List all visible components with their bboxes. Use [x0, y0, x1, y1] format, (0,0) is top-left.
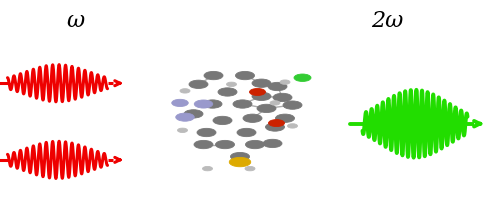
Circle shape — [194, 100, 213, 108]
Circle shape — [226, 82, 236, 87]
Circle shape — [216, 140, 234, 149]
Circle shape — [268, 120, 284, 127]
Circle shape — [276, 114, 294, 122]
Circle shape — [250, 88, 266, 95]
Circle shape — [194, 140, 213, 149]
Circle shape — [237, 128, 256, 137]
Circle shape — [202, 166, 212, 171]
Circle shape — [283, 101, 302, 109]
Circle shape — [180, 89, 190, 93]
Circle shape — [233, 100, 252, 108]
Circle shape — [203, 100, 222, 108]
Circle shape — [246, 140, 264, 149]
Circle shape — [263, 139, 282, 148]
Circle shape — [213, 116, 232, 125]
Circle shape — [230, 152, 250, 161]
Circle shape — [178, 128, 188, 132]
Circle shape — [184, 110, 203, 118]
Circle shape — [273, 93, 292, 102]
Circle shape — [270, 101, 280, 105]
Circle shape — [218, 88, 237, 96]
Circle shape — [229, 157, 251, 167]
Circle shape — [236, 71, 255, 80]
Circle shape — [189, 80, 208, 88]
Circle shape — [197, 128, 216, 137]
Circle shape — [243, 114, 262, 122]
Text: 2ω: 2ω — [372, 10, 404, 32]
Circle shape — [294, 74, 311, 81]
Circle shape — [245, 166, 255, 171]
Circle shape — [252, 92, 271, 101]
Circle shape — [252, 79, 271, 87]
Circle shape — [204, 71, 223, 80]
Circle shape — [172, 99, 188, 107]
Circle shape — [280, 80, 290, 84]
Circle shape — [176, 113, 194, 121]
Circle shape — [266, 123, 284, 131]
Circle shape — [288, 124, 298, 128]
Circle shape — [268, 82, 287, 91]
Circle shape — [257, 104, 276, 113]
Text: ω: ω — [66, 10, 84, 32]
